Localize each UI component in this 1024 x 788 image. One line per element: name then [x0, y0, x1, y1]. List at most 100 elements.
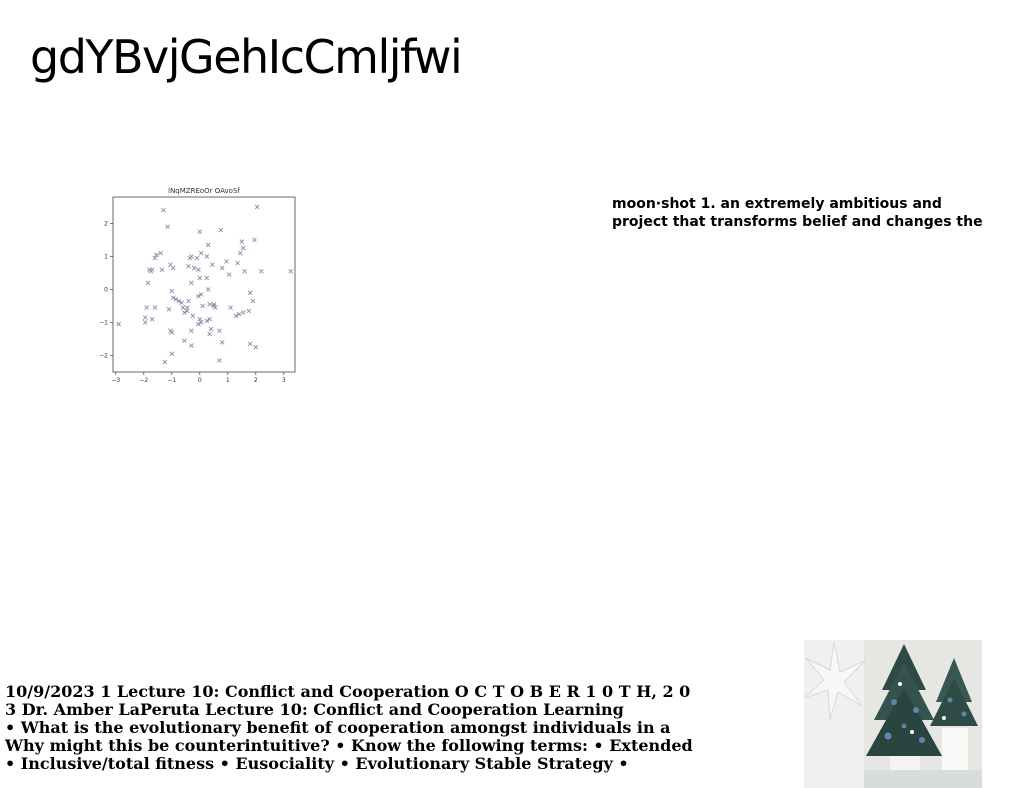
scatter-point [169, 351, 175, 357]
scatter-point [184, 305, 190, 310]
scatter-point [235, 260, 240, 266]
scatter-chart: lNqMZREoOr OAvoSf −3 −2 −1 0 1 2 3 2 1 0 −1 −2 [100, 182, 302, 388]
scatter-point [190, 313, 196, 319]
scatter-point [196, 293, 201, 299]
scatter-point [217, 328, 222, 334]
notes-line: Why might this be counterintuitive? • Kn… [5, 736, 693, 755]
x-tick-label: 1 [226, 377, 230, 384]
scatter-point [236, 311, 242, 317]
scatter-point [204, 318, 210, 324]
scatter-point [161, 207, 166, 213]
notes-line: • What is the evolutionary benefit of co… [5, 718, 671, 737]
chart-title: lNqMZREoOr OAvoSf [168, 187, 240, 195]
notes-line: • Inclusive/total fitness • Eusociality … [5, 754, 629, 773]
scatter-point [238, 250, 243, 256]
x-tick-label: −2 [139, 377, 148, 384]
scatter-point [152, 255, 158, 261]
scatter-point [219, 265, 225, 271]
scatter-point [210, 262, 215, 268]
notes-line: 10/9/2023 1 Lecture 10: Conflict and Coo… [5, 682, 691, 701]
scatter-point [239, 239, 245, 244]
scatter-point [189, 254, 194, 259]
scatter-point [196, 321, 201, 327]
y-tick-label: 1 [104, 253, 108, 260]
scatter-point [186, 264, 191, 269]
y-tick-label: −2 [100, 352, 108, 359]
scatter-point [162, 359, 168, 365]
scatter-point [173, 297, 179, 302]
definition-line: moon·shot 1. an extremely ambitious and [612, 196, 942, 212]
scatter-point [198, 250, 204, 256]
scatter-point [242, 268, 247, 274]
definition-line: project that transforms belief and chang… [612, 214, 983, 230]
scatter-point [212, 305, 218, 310]
scatter-point [152, 305, 158, 310]
scatter-point [217, 358, 222, 363]
scatter-point [207, 331, 212, 337]
scatter-point [247, 290, 253, 296]
scatter-point [240, 245, 246, 251]
scatter-point [194, 255, 200, 261]
scatter-point [205, 287, 211, 292]
scatter-point [253, 344, 259, 350]
scatter-point [204, 254, 210, 259]
scatter-point [182, 310, 187, 315]
scatter-point [288, 268, 294, 274]
scatter-point [259, 268, 264, 274]
scatter-point [252, 237, 257, 243]
star-ornament-icon [804, 641, 867, 721]
y-tick-label: 0 [104, 286, 108, 293]
moonshot-definition: moon·shot 1. an extremely ambitious and … [612, 195, 1017, 231]
scatter-point [158, 250, 163, 256]
scatter-points [116, 204, 294, 365]
scatter-point [205, 242, 211, 248]
x-tick-label: 0 [198, 377, 202, 384]
scatter-point [219, 339, 225, 345]
scatter-point [197, 229, 203, 234]
x-axis: −3 −2 −1 0 1 2 3 [111, 372, 286, 384]
scatter-point [180, 305, 186, 310]
scatter-point [198, 292, 204, 297]
notes-line: 3 Dr. Amber LaPeruta Lecture 10: Conflic… [5, 700, 624, 719]
plot-area-frame [112, 196, 296, 373]
scatter-point [165, 224, 170, 230]
scatter-point [149, 267, 155, 272]
scatter-point [207, 301, 212, 307]
scatter-point [198, 320, 204, 325]
scatter-point [176, 298, 182, 304]
scatter-point [197, 275, 203, 281]
y-tick-label: −1 [100, 319, 108, 326]
x-tick-label: 2 [254, 377, 258, 384]
scatter-point [145, 280, 151, 286]
lecture-notes: 10/9/2023 1 Lecture 10: Conflict and Coo… [5, 683, 705, 773]
scatter-point [116, 321, 121, 327]
y-tick-label: 2 [104, 220, 108, 227]
scatter-point [224, 259, 229, 264]
scatter-point [233, 313, 239, 319]
scatter-point [159, 267, 165, 272]
scatter-point [191, 265, 197, 271]
scatter-point [189, 280, 194, 286]
scatter-point [170, 265, 176, 271]
scatter-point [200, 303, 205, 309]
scatter-point [247, 341, 253, 347]
scatter-point [169, 288, 175, 294]
scatter-point [226, 272, 232, 277]
scatter-point [189, 328, 194, 334]
scatter-point [196, 267, 201, 272]
scatter-point [254, 204, 260, 210]
scatter-point [228, 305, 233, 310]
y-axis: 2 1 0 −1 −2 [100, 220, 113, 359]
scatter-point [166, 306, 172, 312]
christmas-trees-photo [804, 640, 982, 788]
scatter-point [186, 298, 191, 304]
scatter-point [218, 227, 224, 233]
scatter-point [149, 316, 155, 322]
scatter-point [182, 338, 187, 343]
x-tick-label: −3 [111, 377, 120, 384]
scatter-point [240, 310, 246, 315]
page-title: gdYBvjGehIcCmljfwi [30, 30, 463, 84]
scatter-point [170, 295, 176, 301]
scatter-point [189, 343, 194, 348]
scatter-point [204, 275, 210, 281]
